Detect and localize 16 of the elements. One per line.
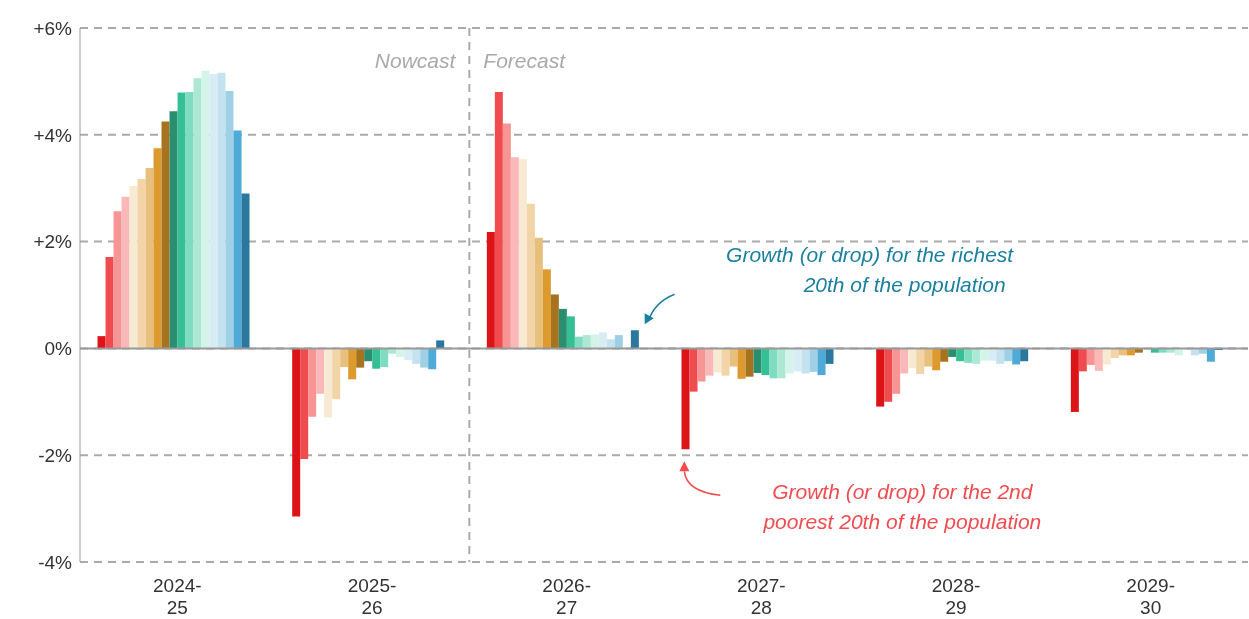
y-tick-label: +6%: [33, 17, 73, 39]
annotation: Forecast: [483, 49, 567, 72]
annotation: Growth (or drop) for the richest 20th of the population: [726, 243, 1015, 297]
x-tick-label: 2025-26: [347, 575, 397, 618]
y-tick-label: +2%: [33, 231, 73, 253]
annotation: Nowcast: [374, 49, 457, 72]
x-tick-label: 2026-27: [542, 575, 591, 618]
y-tick-label: -2%: [38, 444, 73, 466]
x-tick-label: 2024-25: [153, 575, 202, 618]
y-tick-label: 0%: [44, 338, 73, 360]
x-tick-label: 2028-29: [931, 575, 981, 618]
y-tick-label: +4%: [33, 124, 73, 146]
x-tick-label: 2027-28: [737, 575, 786, 618]
annotation: Growth (or drop) for the 2nd poorest 20th of the population: [762, 480, 1042, 534]
y-tick-label: -4%: [38, 551, 73, 573]
x-tick-label: 2029-30: [1126, 575, 1175, 618]
